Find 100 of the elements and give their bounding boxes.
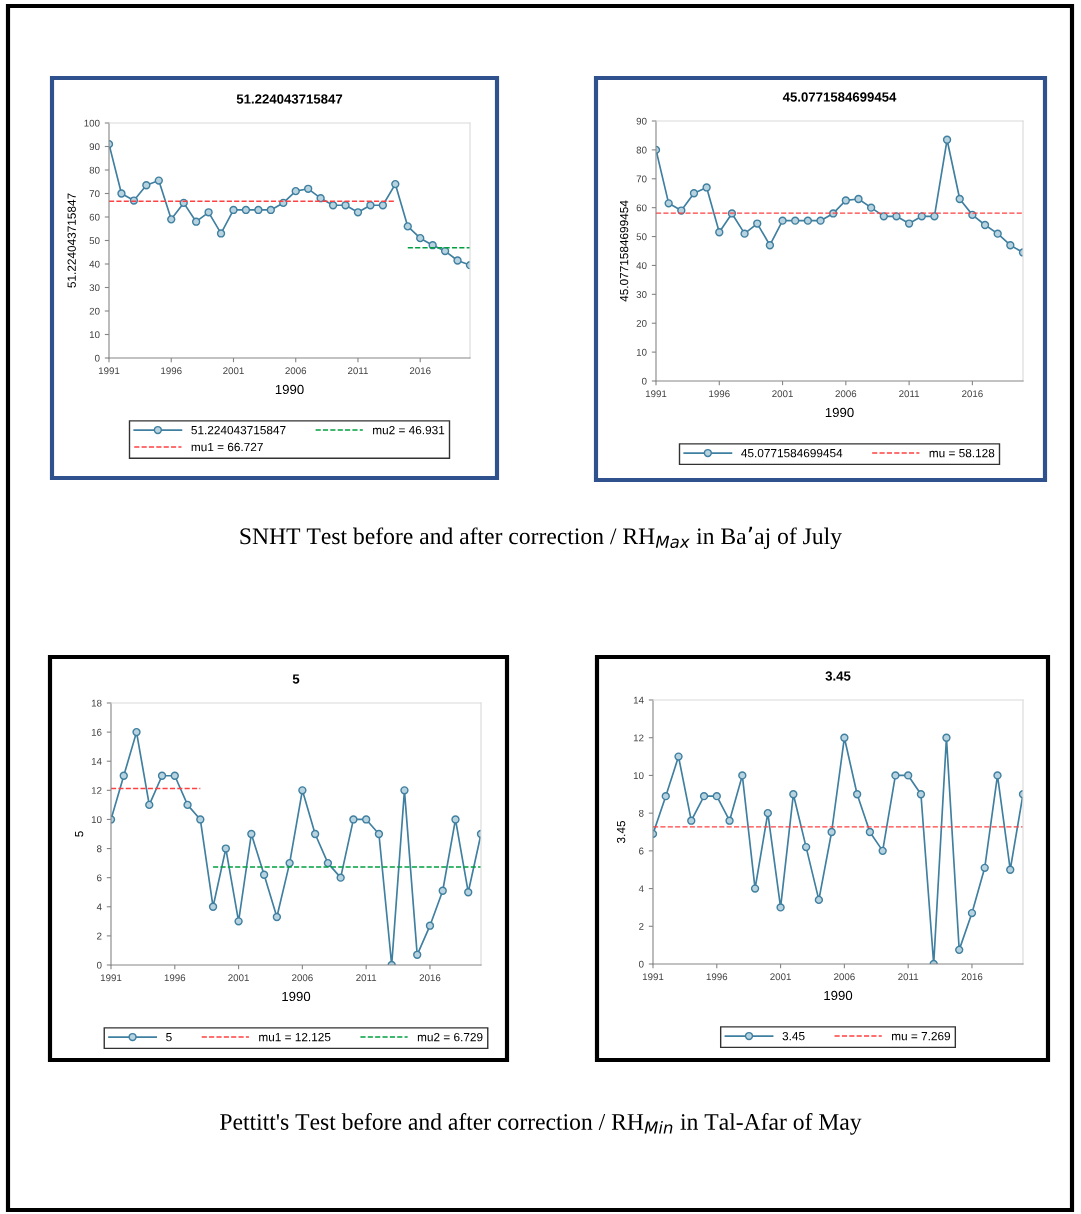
point [400,786,409,795]
legend-label: mu2 = 46.931 [373,425,445,435]
point [664,199,673,208]
point [247,829,256,839]
point [904,771,913,780]
point [702,183,711,192]
point [154,176,163,185]
point [451,815,460,824]
point [955,945,964,955]
y-tick-label: 16 [91,728,102,736]
y-tick-label: 6 [639,847,644,855]
point [980,220,990,230]
point [930,212,939,221]
point [183,800,192,810]
legend-label: mu = 58.128 [929,448,995,458]
point [814,895,824,905]
x-tick-label: 2011 [348,367,368,375]
y-tick-label: 12 [91,787,102,794]
x-tick-label: 2016 [409,367,431,375]
point [750,884,760,893]
point [425,921,435,930]
x-axis-title: 1990 [282,991,311,1002]
point [891,771,900,780]
x-axis-title: 1990 [275,384,304,395]
chart-title: 51.224043715847 [236,94,343,104]
point [791,216,800,225]
point [674,752,683,761]
point [852,790,862,799]
point [117,189,126,198]
y-tick-label: 100 [84,119,100,127]
point [740,229,749,238]
point [234,917,243,926]
point [374,829,384,839]
legend-label: mu2 = 6.729 [417,1032,483,1042]
point [229,205,238,215]
point [993,229,1002,238]
x-tick-label: 1996 [164,974,186,982]
y-tick-label: 60 [636,204,647,212]
point [689,189,699,198]
y-axis-title: 51.224043715847 [67,193,76,288]
x-tick-label: 2011 [898,973,919,981]
x-tick-label: 1996 [161,367,182,375]
x-tick-label: 1991 [100,974,122,982]
point [753,219,762,228]
point [266,205,275,215]
legend-label: 51.224043715847 [191,425,286,435]
point [216,229,226,238]
y-tick-label: 14 [91,758,102,765]
point [789,790,798,799]
y-tick-label: 2 [97,932,102,940]
y-tick-label: 0 [96,961,102,969]
y-tick-label: 80 [636,146,647,154]
point [413,950,422,959]
y-tick-label: 10 [91,816,102,824]
point [196,815,205,824]
point [712,792,721,801]
x-tick-label: 1996 [706,973,728,981]
legend-label: mu = 7.269 [892,1031,951,1041]
point [980,863,989,872]
x-tick-label: 2001 [770,973,791,981]
point [285,858,294,868]
x-tick-label: 2001 [223,367,244,375]
point [362,815,371,824]
x-tick-label: 2006 [292,974,313,982]
y-axis-title: 5 [75,831,84,837]
point [259,870,269,879]
point [866,203,876,212]
x-tick-label: 1991 [98,367,120,375]
point [955,194,964,204]
point [904,219,914,228]
point [167,215,176,224]
point [170,771,179,780]
point [132,727,141,737]
point [841,196,850,205]
point [699,792,709,801]
y-tick-label: 30 [636,291,647,298]
point [687,816,696,825]
point [942,733,951,742]
point [993,771,1002,780]
point [208,902,218,911]
point [204,208,213,217]
x-tick-label: 2006 [834,973,855,981]
y-tick-label: 40 [89,260,100,268]
point [291,186,300,196]
y-tick-label: 14 [633,696,644,704]
point [328,201,338,210]
y-tick-label: 90 [636,117,647,125]
legend-label: 45.0771584699454 [741,448,843,458]
legend-label: 3.45 [782,1031,805,1041]
point [416,233,425,243]
point [801,842,811,852]
point [378,201,388,210]
text: SNHT Test before and after correction / RH$_{Max}$ in Ba’aj of July [240,526,842,550]
x-tick-label: 2016 [419,974,441,982]
y-tick-label: 0 [638,960,644,968]
point [142,181,151,190]
y-tick-label: 12 [633,734,644,742]
point [336,873,345,882]
y-axis-title: 3.45 [616,821,626,844]
point [1006,241,1015,250]
